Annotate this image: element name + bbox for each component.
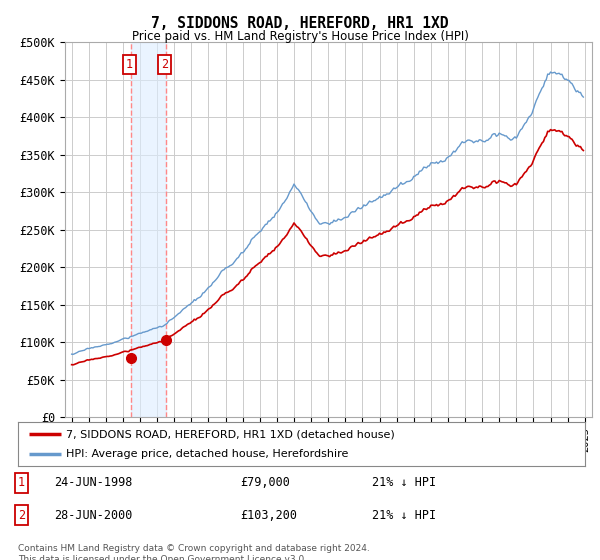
Text: 28-JUN-2000: 28-JUN-2000 <box>54 508 133 522</box>
Bar <box>131 42 166 417</box>
Text: 2: 2 <box>161 58 168 71</box>
Text: £79,000: £79,000 <box>240 477 290 489</box>
Text: 24-JUN-1998: 24-JUN-1998 <box>54 477 133 489</box>
Text: Price paid vs. HM Land Registry's House Price Index (HPI): Price paid vs. HM Land Registry's House … <box>131 30 469 43</box>
Text: 7, SIDDONS ROAD, HEREFORD, HR1 1XD: 7, SIDDONS ROAD, HEREFORD, HR1 1XD <box>151 16 449 31</box>
Text: 7, SIDDONS ROAD, HEREFORD, HR1 1XD (detached house): 7, SIDDONS ROAD, HEREFORD, HR1 1XD (deta… <box>66 429 395 439</box>
Text: £103,200: £103,200 <box>240 508 297 522</box>
Text: HPI: Average price, detached house, Herefordshire: HPI: Average price, detached house, Here… <box>66 449 349 459</box>
Text: 1: 1 <box>18 477 25 489</box>
Text: 2: 2 <box>18 508 25 522</box>
Text: 1: 1 <box>126 58 133 71</box>
Text: 21% ↓ HPI: 21% ↓ HPI <box>372 508 436 522</box>
Text: 21% ↓ HPI: 21% ↓ HPI <box>372 477 436 489</box>
Text: Contains HM Land Registry data © Crown copyright and database right 2024.
This d: Contains HM Land Registry data © Crown c… <box>18 544 370 560</box>
